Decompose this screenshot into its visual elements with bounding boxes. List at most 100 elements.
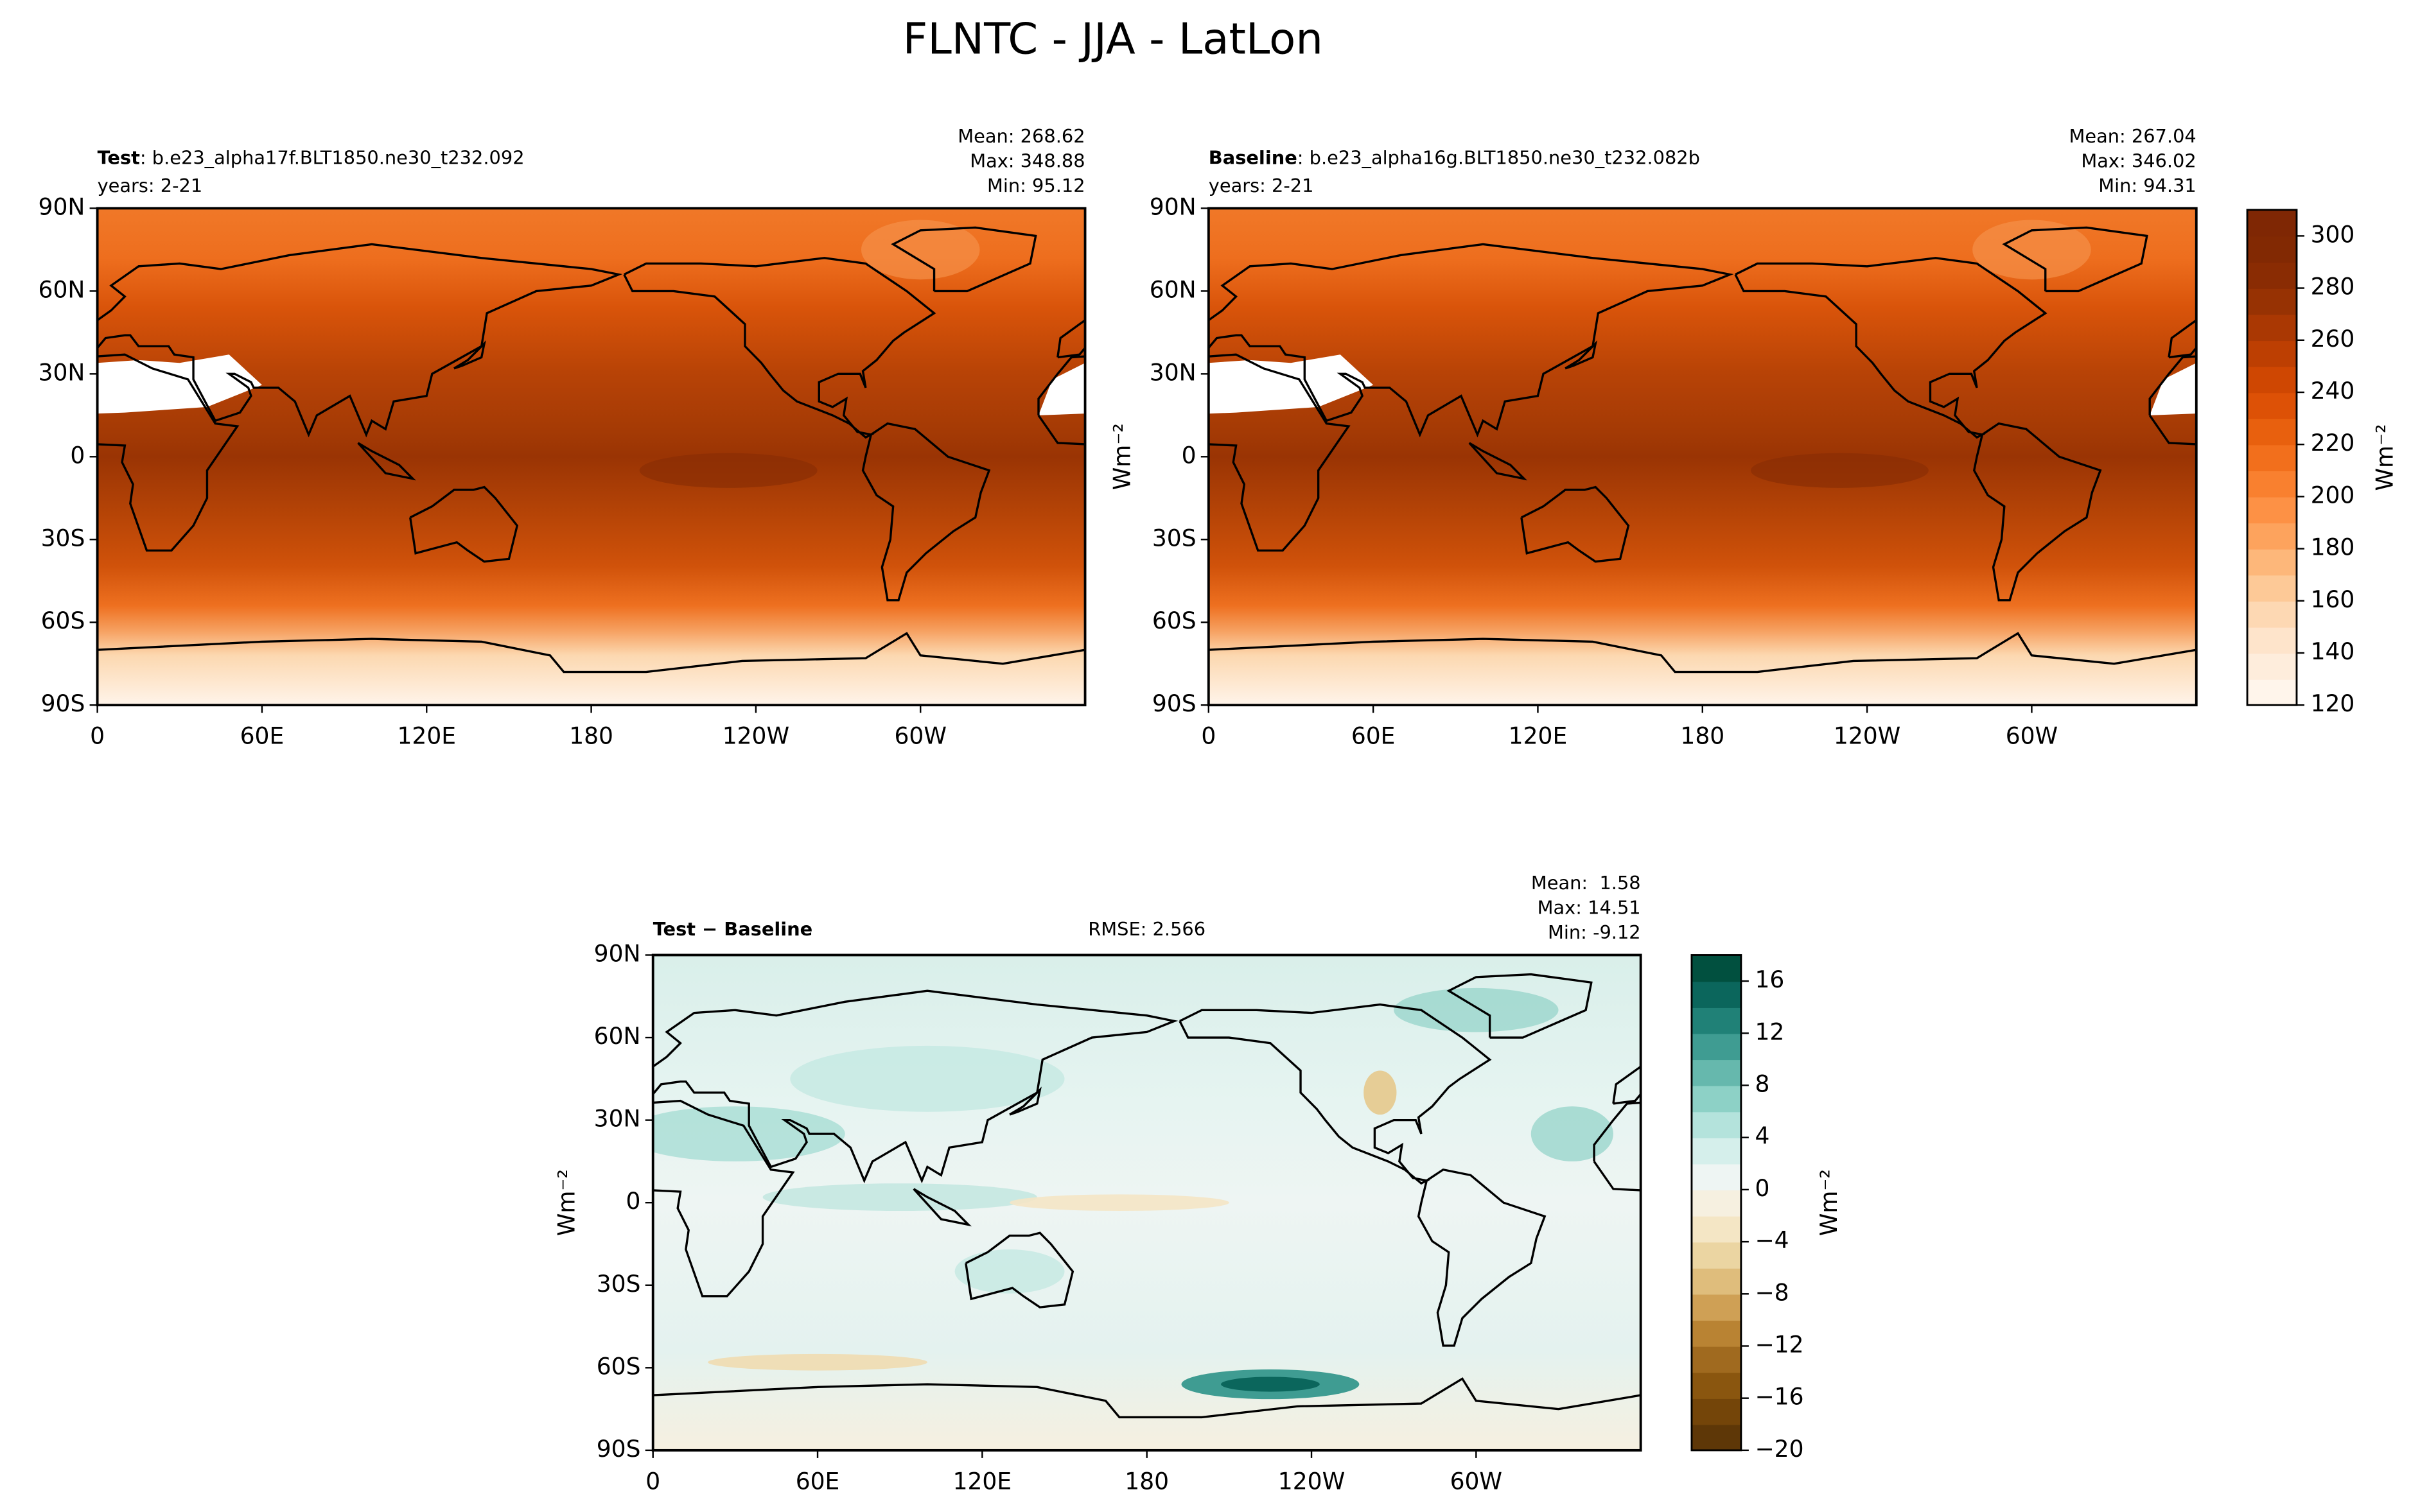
colorbar-band xyxy=(2247,653,2297,680)
colorbar-tick-label: 260 xyxy=(2311,326,2355,352)
colorbar-band xyxy=(2247,418,2297,446)
x-tick-label: 120W xyxy=(1278,1468,1345,1495)
colorbar-tick-label: 220 xyxy=(2311,430,2355,456)
colorbar-band xyxy=(2247,575,2297,602)
colorbar-band xyxy=(2247,236,2297,263)
coastline xyxy=(861,422,991,602)
y-tick-label: 90S xyxy=(597,1436,641,1463)
stat: Min: -9.12 xyxy=(1548,921,1641,943)
colorbar-band xyxy=(1691,1189,1741,1217)
panel-label: Test: b.e23_alpha17f.BLT1850.ne30_t232.0… xyxy=(98,147,525,169)
colorbar-band xyxy=(1691,1242,1741,1269)
coastline xyxy=(1446,973,1593,1039)
x-tick-label: 60E xyxy=(240,724,285,750)
x-tick-label: 0 xyxy=(645,1468,660,1495)
colorbar-tick-label: 200 xyxy=(2311,482,2355,508)
coastline xyxy=(1009,1086,1042,1116)
colorbar-tick-label: 160 xyxy=(2311,587,2355,613)
colorbar-band xyxy=(1691,1007,1741,1034)
panel-label-bold: Baseline xyxy=(1209,147,1297,169)
field-feature xyxy=(708,1353,927,1371)
coastline xyxy=(1037,355,1085,446)
x-tick-label: 120W xyxy=(723,724,789,750)
coastline xyxy=(891,226,1037,293)
y-tick-label: 0 xyxy=(70,442,85,469)
coastline xyxy=(1954,1233,2061,1307)
colorbar-band xyxy=(2247,523,2297,550)
coastline xyxy=(1208,632,2196,673)
colorbar-frame xyxy=(1690,954,1742,1452)
colorbar-band xyxy=(1691,981,1741,1008)
coastline xyxy=(1208,243,1734,438)
stat: Min: 94.31 xyxy=(2098,175,2196,196)
y-tick-label: 60S xyxy=(1152,608,1197,634)
x-tick-label: 120E xyxy=(397,724,456,750)
colorbar-tick-label: 8 xyxy=(1755,1071,1769,1097)
field-feature xyxy=(762,1183,1037,1212)
y-tick-label: 30N xyxy=(1150,360,1197,386)
stat: Max: 14.51 xyxy=(1538,896,1641,918)
coastline xyxy=(1468,442,1528,481)
field-feature xyxy=(1972,220,2091,280)
colorbar-band xyxy=(2247,627,2297,654)
stat: Mean: 267.04 xyxy=(2069,125,2196,147)
coastline xyxy=(653,1377,1641,1419)
coastline xyxy=(409,485,519,563)
colorbar-band xyxy=(1691,1319,1741,1347)
field xyxy=(97,208,1085,706)
x-tick-label: 180 xyxy=(1680,724,1724,750)
coastline xyxy=(453,340,486,370)
x-tick-label: 180 xyxy=(569,724,613,750)
colorbar-tick-label: −4 xyxy=(1755,1228,1789,1254)
map-area xyxy=(653,955,2061,1450)
colorbar-tick-label: −16 xyxy=(1755,1384,1803,1411)
stat: Mean: 268.62 xyxy=(958,125,1085,147)
field-feature xyxy=(861,220,980,280)
colorbar-band xyxy=(1691,1085,1741,1113)
field-feature xyxy=(1530,1106,1613,1161)
field-feature xyxy=(1394,987,1559,1032)
missing-data xyxy=(2150,363,2196,415)
colorbar-band xyxy=(1691,1059,1741,1086)
field-feature xyxy=(1221,1377,1320,1392)
colorbar-tick-label: −12 xyxy=(1755,1332,1803,1358)
coastline xyxy=(1734,257,2047,439)
stat: Max: 348.88 xyxy=(970,150,1085,171)
field-feature xyxy=(790,1045,1065,1112)
missing-data xyxy=(1038,363,1085,415)
coastline xyxy=(97,353,240,552)
colorbar-tick-label: −20 xyxy=(1755,1436,1803,1463)
colorbar-tick-label: 12 xyxy=(1755,1019,1784,1045)
colorbar-band xyxy=(2247,209,2297,237)
colorbar-band xyxy=(2247,314,2297,342)
field-feature xyxy=(1010,1194,1229,1212)
figure-title: FLNTC - JJA - LatLon xyxy=(903,13,1323,64)
panel-label: Test − Baseline xyxy=(653,918,813,940)
missing-data xyxy=(97,354,263,414)
panel-label-bold: Test − Baseline xyxy=(653,918,813,940)
y-axis-label: Wm⁻² xyxy=(554,1169,581,1236)
panel-label: Baseline: b.e23_alpha16g.BLT1850.ne30_t2… xyxy=(1209,147,1700,169)
x-tick-label: 180 xyxy=(1125,1468,1169,1495)
colorbar-band xyxy=(2247,366,2297,394)
stat: Max: 346.02 xyxy=(2081,150,2196,171)
coastline xyxy=(913,1188,972,1227)
panel-subtitle: years: 2-21 xyxy=(98,175,203,196)
coastline xyxy=(1902,1189,1956,1225)
colorbar-tick-label: 120 xyxy=(2311,691,2355,717)
colorbar-band xyxy=(2247,496,2297,524)
colorbar-tick-label: −8 xyxy=(1755,1280,1789,1306)
y-tick-label: 90N xyxy=(1150,194,1197,220)
colorbar-band xyxy=(2247,340,2297,367)
colorbar-band xyxy=(2247,548,2297,576)
stat: Mean: 1.58 xyxy=(1531,872,1641,894)
colorbar-tick-label: 16 xyxy=(1755,967,1784,993)
field-feature xyxy=(1363,1070,1397,1115)
colorbar-band xyxy=(1691,1372,1741,1399)
coastline xyxy=(0,424,1,600)
colorbar-band xyxy=(1691,1163,1741,1191)
colorbar-band xyxy=(1691,1294,1741,1321)
y-tick-label: 90S xyxy=(41,691,85,717)
coastline xyxy=(2002,226,2148,293)
x-tick-label: 120E xyxy=(1509,724,1568,750)
